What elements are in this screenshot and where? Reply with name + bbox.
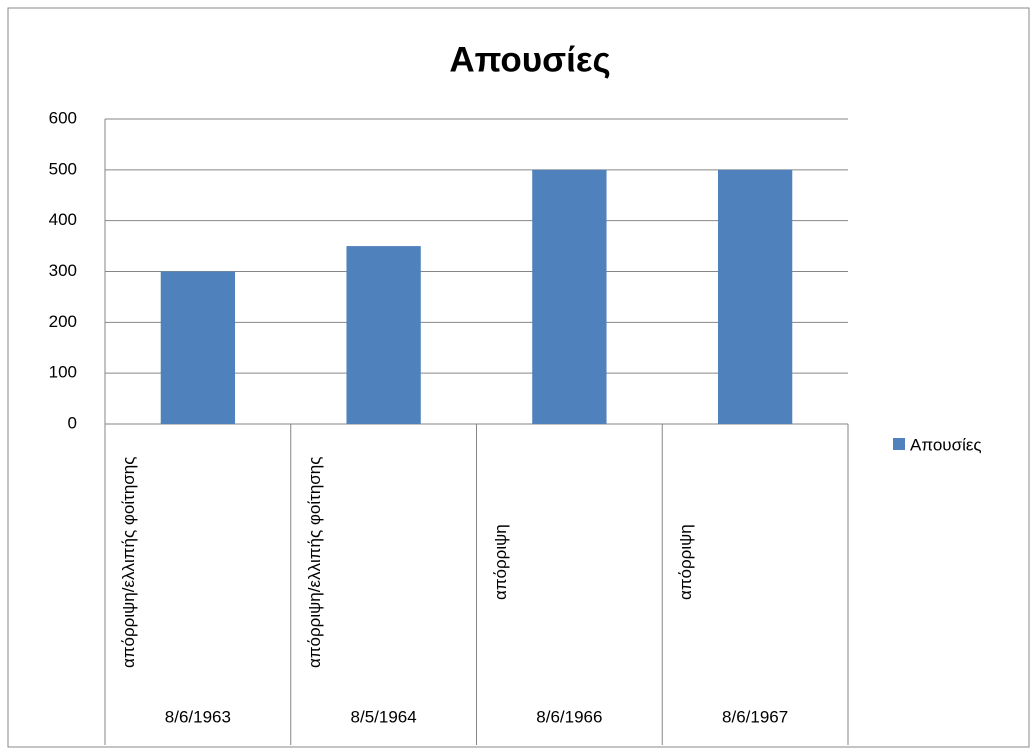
bar xyxy=(160,271,236,424)
chart-title: Απουσίες xyxy=(449,40,610,79)
x-group-label: 8/6/1963 xyxy=(165,707,231,726)
y-tick-label: 0 xyxy=(68,413,77,432)
x-group-label: 8/5/1964 xyxy=(351,707,417,726)
y-tick-label: 100 xyxy=(49,363,77,382)
bar xyxy=(717,169,793,424)
y-tick-label: 400 xyxy=(49,210,77,229)
legend-swatch xyxy=(893,438,905,450)
y-tick-label: 300 xyxy=(49,261,77,280)
bar xyxy=(532,169,607,424)
y-tick-label: 500 xyxy=(49,159,77,178)
bar xyxy=(346,246,421,424)
x-tick-label: απόρριψη/ελλιπής φοίτησης xyxy=(304,456,324,669)
legend-label: Απουσίες xyxy=(910,435,982,454)
x-tick-label: απόρριψη/ελλιπής φοίτησης xyxy=(119,456,138,669)
x-tick-label: απόρριψη xyxy=(676,524,696,601)
y-tick-label: 200 xyxy=(49,312,77,331)
x-tick-label: απόρριψη xyxy=(490,524,510,601)
x-group-label: 8/6/1967 xyxy=(722,707,788,726)
x-group-label: 8/6/1966 xyxy=(536,707,602,726)
y-tick-label: 600 xyxy=(49,108,77,127)
